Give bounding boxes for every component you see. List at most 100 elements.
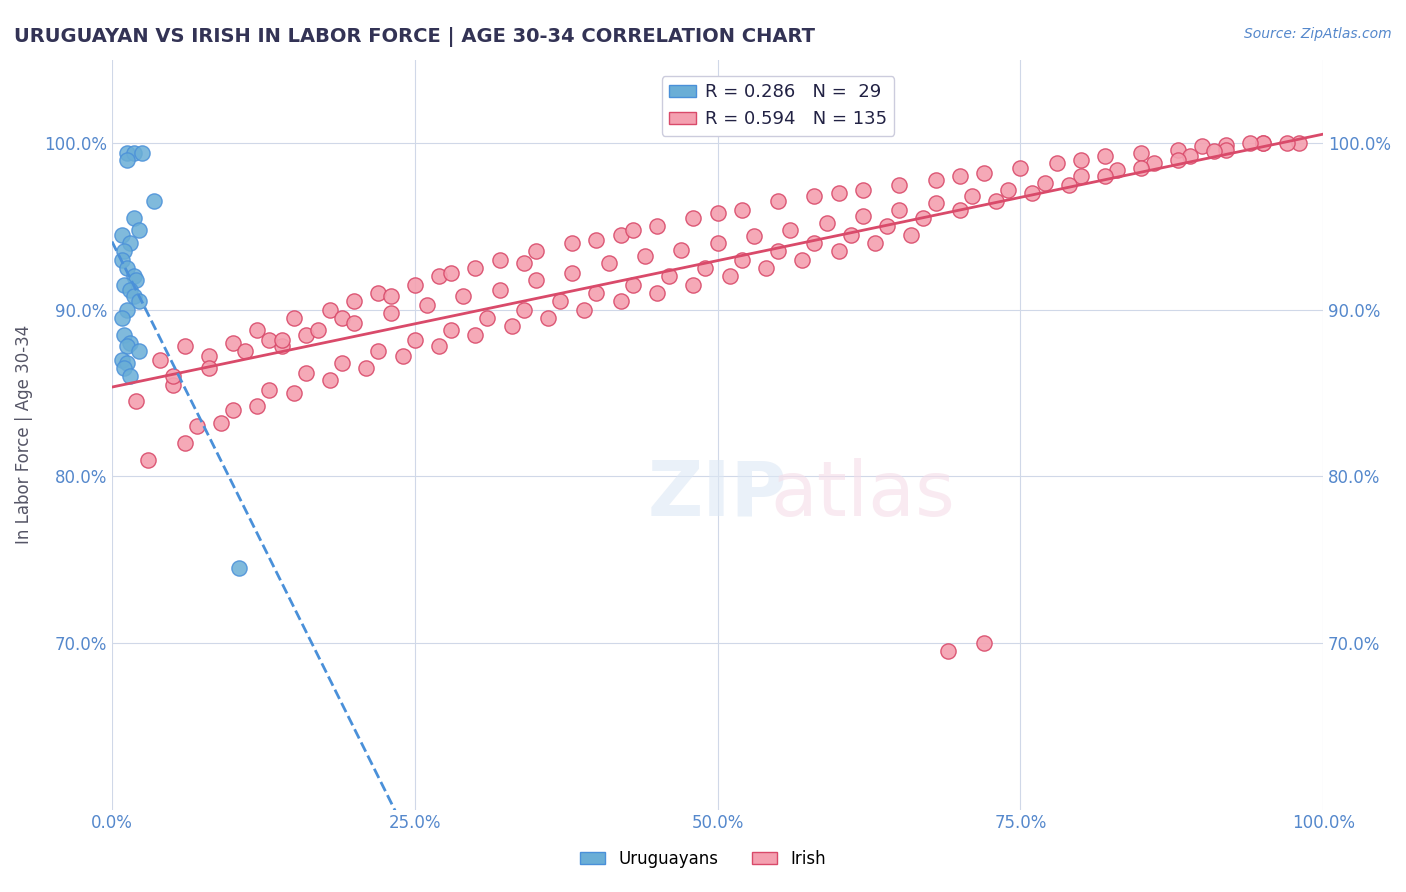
Point — [283, 385, 305, 400]
Point — [115, 302, 138, 317]
Point — [900, 227, 922, 242]
Point — [427, 269, 450, 284]
Point — [283, 310, 305, 325]
Point — [755, 260, 778, 275]
Point — [609, 294, 631, 309]
Point — [294, 327, 316, 342]
Point — [876, 219, 898, 234]
Point — [112, 277, 135, 292]
Point — [839, 227, 862, 242]
Point — [949, 202, 972, 217]
Point — [960, 189, 983, 203]
Point — [1251, 136, 1274, 150]
Point — [585, 233, 607, 247]
Point — [233, 344, 256, 359]
Point — [1130, 161, 1153, 175]
Point — [246, 322, 269, 336]
Point — [464, 260, 486, 275]
Legend: Uruguayans, Irish: Uruguayans, Irish — [574, 844, 832, 875]
Point — [1142, 156, 1164, 170]
Point — [122, 289, 145, 303]
Point — [1046, 156, 1069, 170]
Point — [609, 227, 631, 242]
Point — [307, 322, 329, 336]
Point — [416, 297, 439, 311]
Point — [766, 194, 789, 209]
Point — [111, 227, 134, 242]
Point — [645, 285, 668, 300]
Point — [427, 339, 450, 353]
Point — [671, 243, 693, 257]
Point — [984, 194, 1007, 209]
Point — [391, 349, 413, 363]
Point — [658, 269, 681, 284]
Point — [973, 636, 995, 650]
Point — [1107, 162, 1129, 177]
Point — [131, 145, 153, 160]
Point — [115, 339, 138, 353]
Point — [706, 206, 728, 220]
Point — [1288, 136, 1310, 150]
Point — [1167, 143, 1189, 157]
Point — [367, 344, 389, 359]
Point — [222, 402, 245, 417]
Point — [936, 644, 959, 658]
Point — [294, 366, 316, 380]
Text: ZIP: ZIP — [648, 458, 787, 532]
Point — [122, 145, 145, 160]
Point — [1215, 143, 1237, 157]
Point — [343, 316, 366, 330]
Point — [488, 283, 510, 297]
Point — [1215, 137, 1237, 152]
Point — [112, 244, 135, 259]
Point — [1094, 149, 1116, 163]
Point — [356, 360, 378, 375]
Point — [621, 222, 644, 236]
Point — [112, 327, 135, 342]
Point — [111, 352, 134, 367]
Point — [122, 211, 145, 225]
Point — [997, 183, 1019, 197]
Point — [198, 360, 221, 375]
Point — [621, 277, 644, 292]
Point — [1178, 149, 1201, 163]
Point — [128, 344, 150, 359]
Point — [1191, 139, 1213, 153]
Point — [1010, 161, 1032, 175]
Point — [270, 333, 292, 347]
Point — [246, 399, 269, 413]
Point — [112, 360, 135, 375]
Point — [464, 327, 486, 342]
Point — [524, 272, 547, 286]
Point — [115, 153, 138, 167]
Point — [173, 436, 195, 450]
Point — [162, 377, 184, 392]
Point — [1021, 186, 1043, 200]
Point — [115, 260, 138, 275]
Point — [488, 252, 510, 267]
Point — [598, 256, 620, 270]
Point — [128, 222, 150, 236]
Point — [1251, 136, 1274, 150]
Point — [136, 452, 159, 467]
Text: atlas: atlas — [770, 458, 955, 532]
Point — [111, 252, 134, 267]
Point — [889, 202, 911, 217]
Point — [440, 266, 463, 280]
Point — [228, 561, 250, 575]
Point — [742, 229, 765, 244]
Point — [731, 202, 754, 217]
Point — [122, 269, 145, 284]
Point — [1057, 178, 1080, 192]
Point — [380, 289, 402, 303]
Point — [973, 166, 995, 180]
Point — [524, 244, 547, 259]
Point — [792, 252, 814, 267]
Point — [803, 235, 825, 250]
Point — [731, 252, 754, 267]
Point — [548, 294, 571, 309]
Point — [120, 335, 142, 350]
Point — [634, 249, 657, 263]
Point — [143, 194, 166, 209]
Point — [537, 310, 560, 325]
